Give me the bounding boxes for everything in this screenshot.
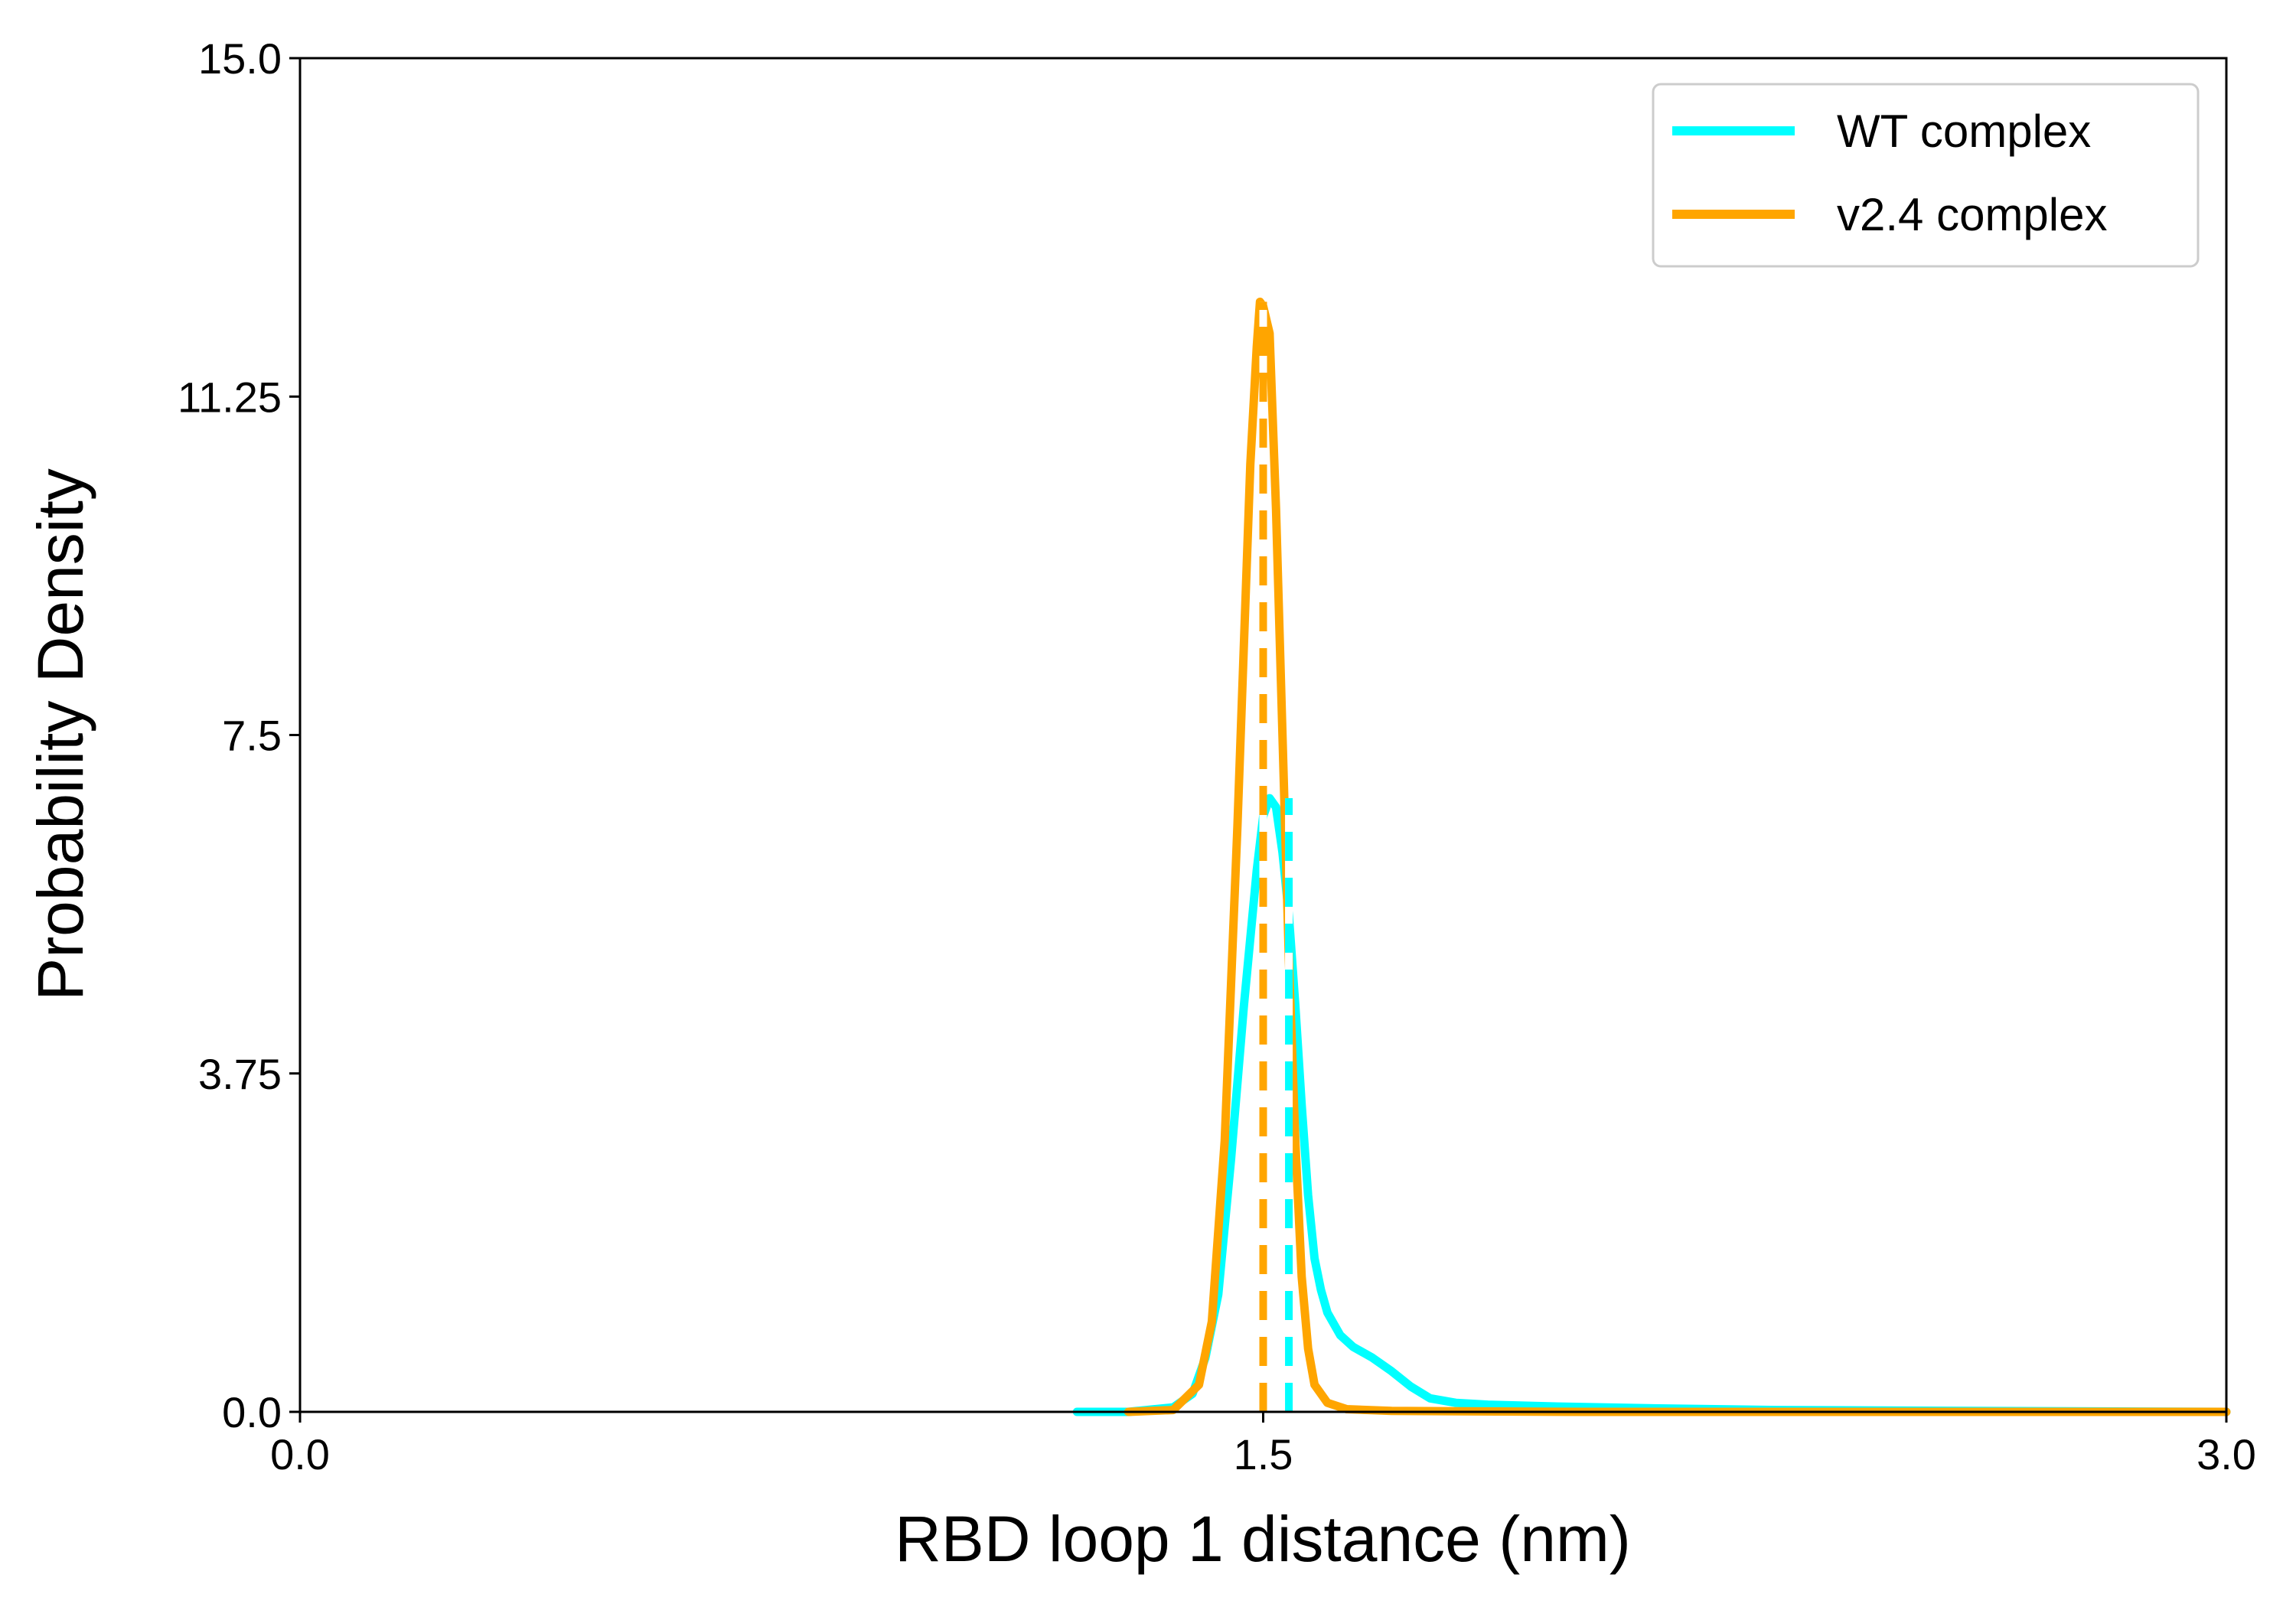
mean-lines-layer — [1259, 302, 1293, 1412]
series-layer — [1072, 297, 2231, 1416]
y-tick-label-3: 11.25 — [178, 373, 282, 421]
y-axis-title: Probability Density — [24, 468, 96, 1001]
x-axis-title: RBD loop 1 distance (nm) — [895, 1503, 1631, 1575]
y-axis: 0.0 3.75 7.5 11.25 15.0 — [178, 34, 300, 1436]
x-axis: 0.0 1.5 3.0 — [270, 1412, 2256, 1478]
x-tick-label-1: 1.5 — [1234, 1430, 1293, 1478]
y-tick-label-1: 3.75 — [198, 1050, 282, 1098]
x-tick-label-0: 0.0 — [270, 1430, 330, 1478]
series-line-0 — [1072, 794, 2231, 1416]
legend-label-v24: v2.4 complex — [1837, 189, 2108, 240]
y-tick-label-2: 7.5 — [222, 712, 282, 760]
y-tick-label-4: 15.0 — [198, 34, 282, 83]
series-line-1 — [1124, 297, 2231, 1416]
x-tick-label-2: 3.0 — [2197, 1430, 2256, 1478]
legend: WT complex v2.4 complex — [1652, 83, 2200, 268]
legend-label-wt: WT complex — [1837, 106, 2091, 157]
y-tick-label-0: 0.0 — [222, 1388, 282, 1436]
